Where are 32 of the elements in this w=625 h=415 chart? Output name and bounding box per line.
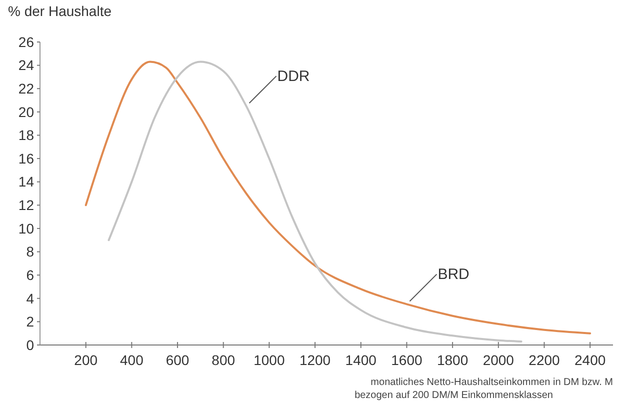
y-tick-label: 20	[18, 104, 34, 120]
x-tick-label: 1600	[391, 352, 422, 368]
x-tick-label: 1200	[299, 352, 331, 368]
y-tick-label: 4	[26, 290, 34, 306]
y-tick-label: 8	[26, 244, 34, 260]
text: DDR	[277, 68, 310, 86]
x-tick-label: 2400	[574, 352, 606, 368]
x-tick-label: 2000	[482, 352, 514, 368]
y-tick-label: 14	[18, 174, 34, 190]
line-series	[108, 60, 522, 343]
line-series	[84, 60, 592, 334]
y-axis-title: % der Haushalte	[8, 3, 112, 19]
y-tick-label: 22	[18, 80, 34, 97]
x-tick-label: 1400	[345, 352, 377, 368]
x-axis-title: monatliches Netto-Haushaltseinkommen in DM bzw. M bezogen auf 200 DM/M Einkommensklassen	[354, 377, 613, 401]
x-tick-label: 1000	[254, 352, 285, 368]
x-tick-label: 600	[166, 352, 190, 368]
x-tick-label: 200	[74, 352, 98, 368]
y-tick-label: 18	[18, 127, 34, 144]
y-tick-label: 24	[18, 57, 34, 74]
y-tick-label: 12	[18, 197, 34, 214]
x-tick-label: 2200	[528, 352, 560, 368]
x-tick-label: 1800	[436, 352, 468, 368]
y-tick-label: 16	[18, 150, 34, 166]
y-tick-label: 10	[18, 220, 34, 236]
y-tick-label: 6	[26, 266, 34, 283]
series-label: BRD	[438, 266, 470, 284]
x-tick-label: 800	[212, 352, 236, 368]
y-tick-label: 0	[26, 336, 34, 353]
y-tick-label: 2	[26, 314, 34, 330]
y-tick-label: 26	[18, 34, 34, 50]
x-tick-label: 400	[120, 352, 144, 368]
